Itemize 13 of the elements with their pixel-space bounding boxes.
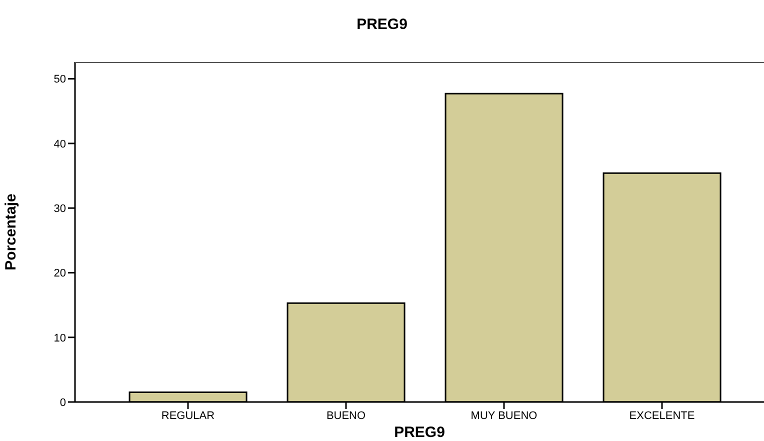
y-tick-label: 50: [54, 74, 66, 86]
y-tick-label: 20: [54, 268, 66, 280]
y-tick-label: 30: [54, 202, 66, 215]
x-axis-title: PREG9: [394, 424, 445, 441]
x-tick-label: REGULAR: [161, 410, 215, 422]
x-tick-label: BUENO: [326, 410, 366, 422]
y-axis-title: Porcentaje: [2, 194, 20, 270]
chart-title: PREG9: [356, 16, 408, 33]
y-tick-label: 0: [60, 396, 66, 409]
x-tick-label: MUY BUENO: [470, 410, 538, 422]
y-tick-label: 10: [54, 332, 66, 344]
x-tick-label: EXCELENTE: [629, 410, 695, 422]
y-tick-label: 40: [54, 138, 66, 150]
